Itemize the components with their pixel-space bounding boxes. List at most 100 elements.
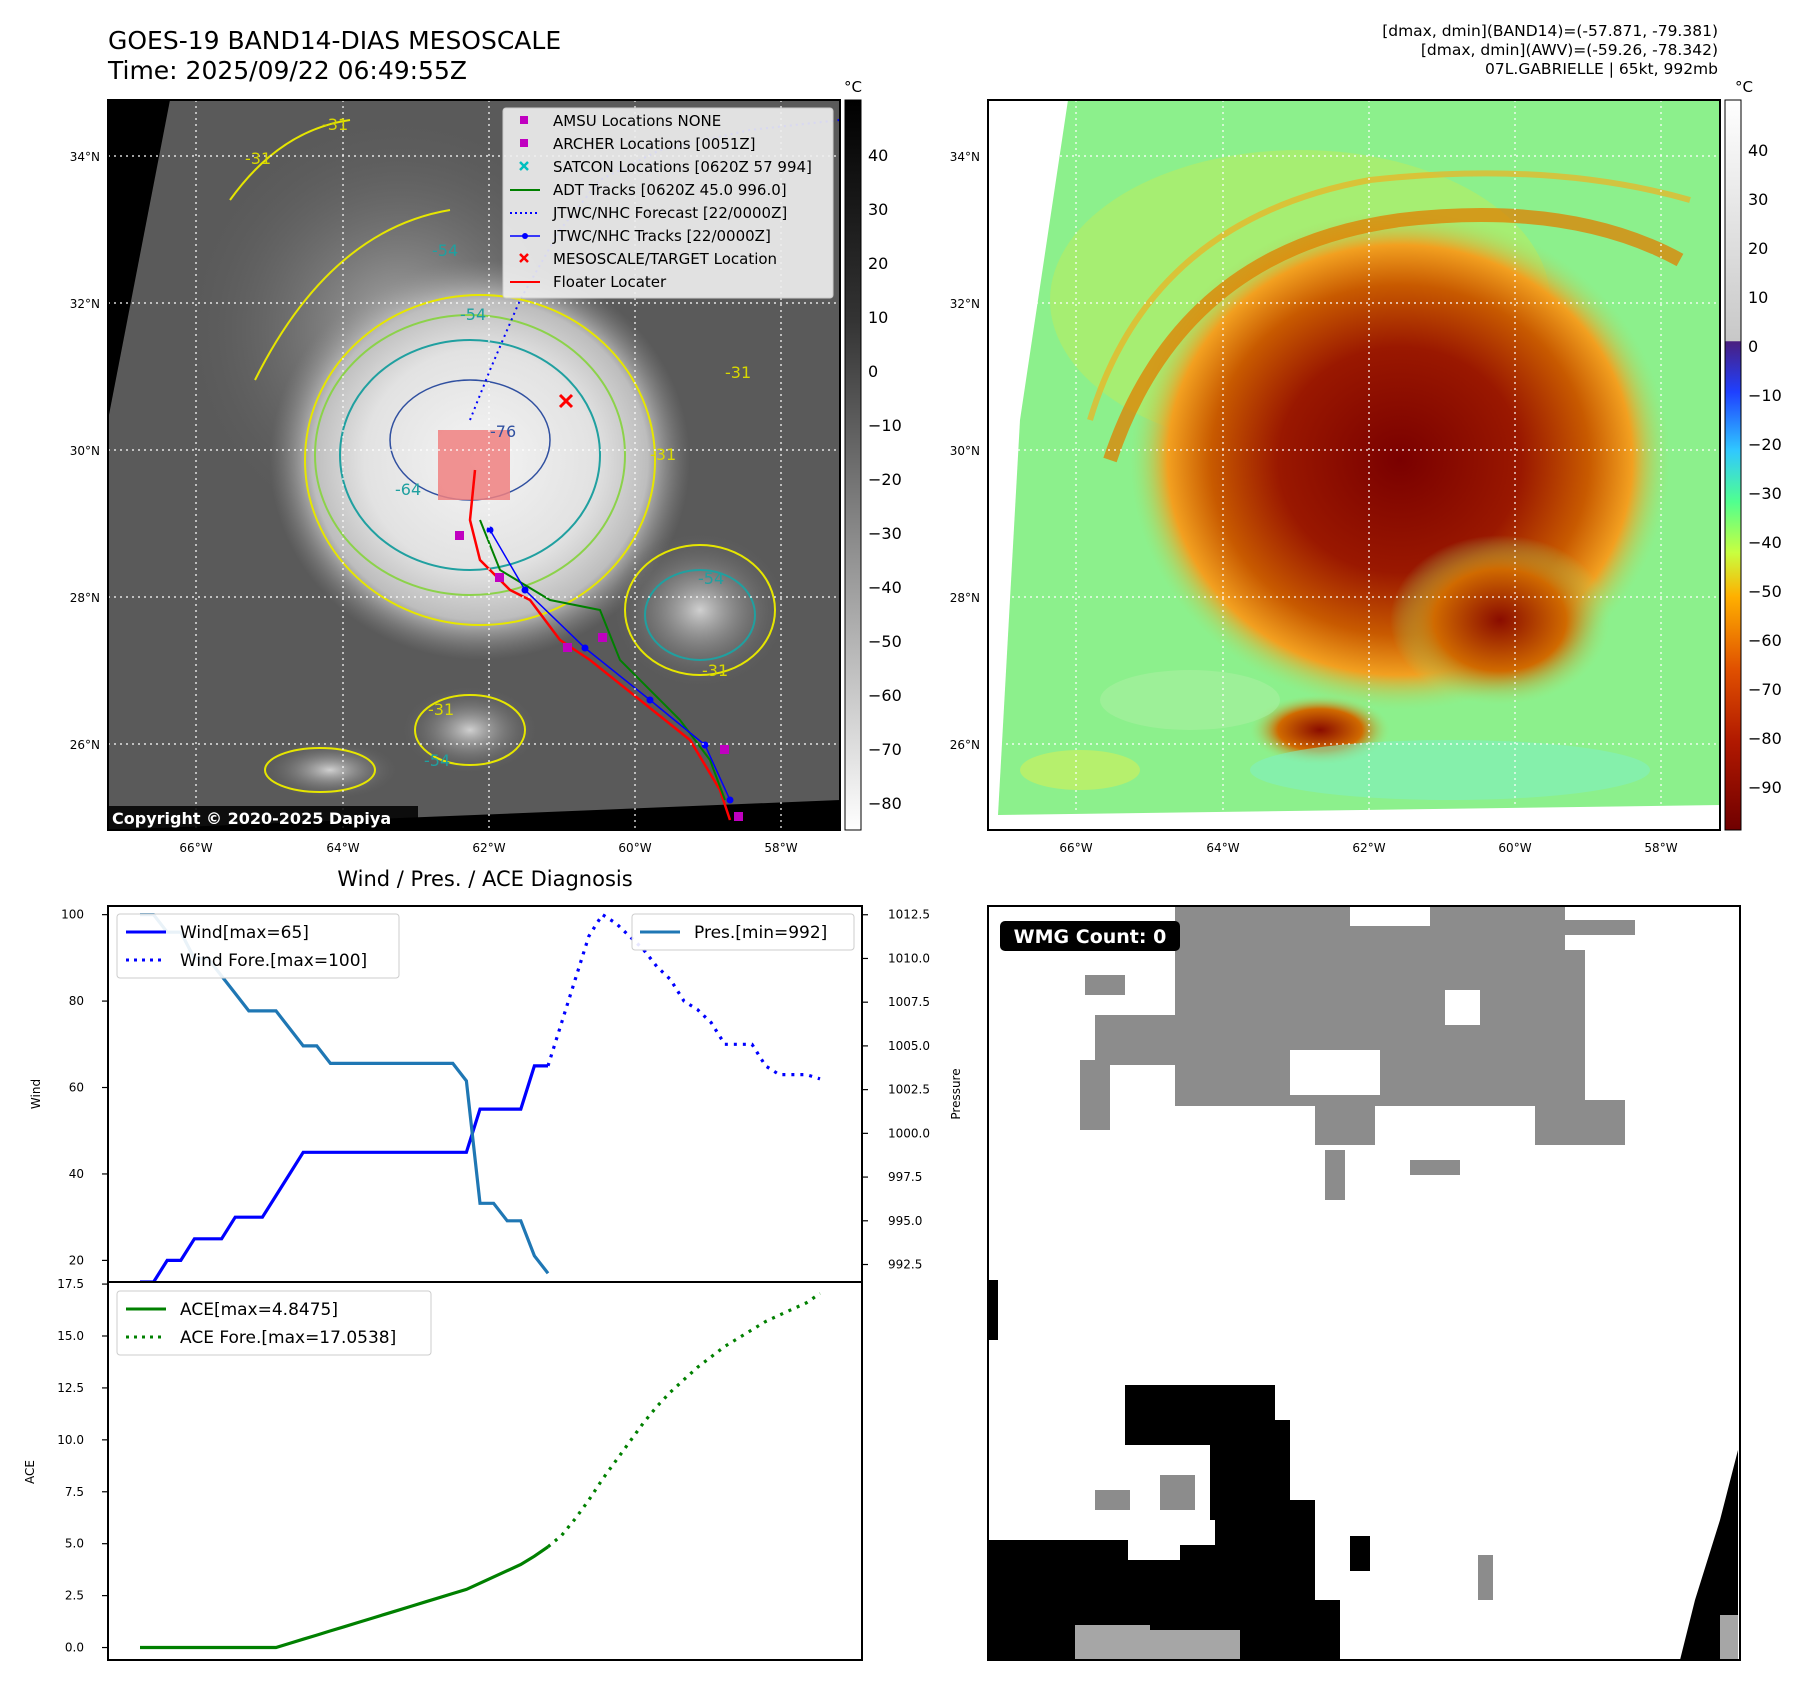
contour-label: -54 (432, 241, 458, 260)
pressure-tick-label: 1010.0 (888, 951, 930, 965)
contour-label: -54 (698, 569, 724, 588)
legend-entry-floater: Floater Locater (553, 273, 667, 291)
cbar-tick: −50 (868, 632, 902, 651)
pressure-tick-label: 995.0 (888, 1214, 922, 1228)
contour-label: -31 (650, 445, 676, 464)
pressure-tick-label: 992.5 (888, 1258, 922, 1272)
wind-tick-label: 80 (69, 994, 84, 1008)
cbar-tick: −60 (1748, 631, 1782, 650)
wind-tick-label: 100 (61, 908, 84, 922)
cbar-tick: −10 (868, 416, 902, 435)
ace-tick-label: 15.0 (57, 1329, 84, 1343)
contour-label: -64 (395, 480, 421, 499)
wind-pressure-chart: Wind / Pres. / ACE Diagnosis 100 80 60 40 20… (29, 867, 963, 1284)
cbar-tick: 0 (1748, 337, 1758, 356)
ace-tick-label: 2.5 (65, 1589, 84, 1603)
wind-axis-ticks: 100 80 60 40 20 (61, 908, 108, 1267)
ace-tick-label: 10.0 (57, 1433, 84, 1447)
awv-axis-ticks: 34°N 32°N 30°N 28°N 26°N 66°W 64°W 62°W … (950, 150, 1678, 855)
ace-tick-label: 0.0 (65, 1641, 84, 1655)
colorbar-ticks: 40 30 20 10 0 −10 −20 −30 −40 −50 −60 −7… (1748, 141, 1782, 797)
pressure-tick-label: 1012.5 (888, 908, 930, 922)
ace-series-line-0 (140, 1545, 549, 1650)
lat-tick: 34°N (950, 150, 980, 164)
lat-tick: 32°N (950, 297, 980, 311)
lon-tick: 60°W (618, 841, 651, 855)
lat-tick: 28°N (70, 591, 100, 605)
legend-entry-tracks: JTWC/NHC Tracks [22/0000Z] (552, 227, 771, 245)
lon-tick: 58°W (764, 841, 797, 855)
cbar-tick: −80 (1748, 729, 1782, 748)
lon-tick: 60°W (1498, 841, 1531, 855)
ir-contour-labels: -31 -31 -31 -31 -31 -31 -54 -54 -54 -54 … (245, 115, 751, 770)
cbar-tick: 10 (868, 308, 888, 327)
ace-tick-label: 5.0 (65, 1537, 84, 1551)
legend-entry-ace-forecast: ACE Fore.[max=17.0538] (180, 1328, 396, 1348)
pressure-axis-label: Pressure (949, 1068, 963, 1119)
cbar-tick: 20 (1748, 239, 1768, 258)
ace-axis-ticks: 17.5 15.0 12.5 10.0 7.5 5.0 2.5 0.0 (57, 1277, 108, 1655)
lon-tick: 64°W (326, 841, 359, 855)
colorbar-unit: °C (844, 78, 862, 96)
contour-label: -31 (245, 149, 271, 168)
legend-entry-adt: ADT Tracks [0620Z 45.0 996.0] (553, 181, 787, 199)
pressure-tick-label: 1007.5 (888, 995, 930, 1009)
wind-tick-label: 20 (69, 1253, 84, 1267)
contour-label: -31 (428, 700, 454, 719)
legend-entry-pressure: Pres.[min=992] (694, 923, 827, 943)
awv-gridlines (988, 100, 1720, 830)
contour-label: -31 (702, 661, 728, 680)
cbar-tick: 40 (868, 146, 888, 165)
lat-tick: 26°N (950, 738, 980, 752)
cbar-tick: −30 (868, 524, 902, 543)
legend-entry-forecast: JTWC/NHC Forecast [22/0000Z] (552, 204, 787, 222)
lat-tick: 30°N (950, 444, 980, 458)
lon-tick: 66°W (179, 841, 212, 855)
cbar-tick: −30 (1748, 484, 1782, 503)
contour-label: -54 (424, 751, 450, 770)
diagnosis-title: Wind / Pres. / ACE Diagnosis (337, 867, 632, 891)
colorbar-unit: °C (1735, 78, 1753, 96)
awv-map-panel: °C 40 30 20 10 0 −10 −20 −30 −40 −50 −60… (950, 78, 1782, 855)
wmg-count-label: WMG Count: 0 (1014, 926, 1167, 948)
lon-tick: 64°W (1206, 841, 1239, 855)
wmg-light-cells (1075, 1615, 1738, 1660)
cbar-tick: −90 (1748, 778, 1782, 797)
legend-entry-ace: ACE[max=4.8475] (180, 1300, 338, 1320)
legend-entry-satcon: SATCON Locations [0620Z 57 994] (553, 158, 812, 176)
copyright-label: Copyright © 2020-2025 Dapiya (112, 809, 391, 828)
contour-label: -31 (322, 115, 348, 134)
cbar-tick: −70 (868, 740, 902, 759)
cbar-tick: 40 (1748, 141, 1768, 160)
lon-tick: 62°W (472, 841, 505, 855)
legend-entry-wind: Wind[max=65] (180, 923, 309, 943)
wmg-panel: WMG Count: 0 (987, 905, 1741, 1661)
wmg-white-holes (1290, 906, 1480, 1095)
legend-entry-archer: ARCHER Locations [0051Z] (553, 135, 756, 153)
lat-tick: 32°N (70, 297, 100, 311)
lon-tick: 62°W (1352, 841, 1385, 855)
wind-tick-label: 40 (69, 1167, 84, 1181)
lat-tick: 26°N (70, 738, 100, 752)
series-line-0 (140, 1064, 548, 1284)
cbar-tick: 30 (868, 200, 888, 219)
cbar-tick: −40 (1748, 533, 1782, 552)
cbar-tick: 30 (1748, 190, 1768, 209)
wind-legend: Wind[max=65] Wind Fore.[max=100] (116, 913, 400, 979)
page-title: GOES-19 BAND14-DIAS MESOSCALE Time: 2025… (108, 26, 562, 85)
awv-colorbar: °C 40 30 20 10 0 −10 −20 −30 −40 −50 −60… (1724, 78, 1782, 831)
contour-label: -31 (725, 363, 751, 382)
colorbar-ticks: 40 30 20 10 0 −10 −20 −30 −40 −50 −60 −7… (868, 146, 902, 813)
ir-map-panel: -31 -31 -31 -31 -31 -31 -54 -54 -54 -54 … (70, 78, 902, 855)
wind-axis-label: Wind (29, 1079, 43, 1109)
pressure-tick-label: 1000.0 (888, 1126, 930, 1140)
lat-tick: 34°N (70, 150, 100, 164)
ir-legend: AMSU Locations NONE ARCHER Locations [00… (502, 107, 834, 299)
ace-chart: 17.5 15.0 12.5 10.0 7.5 5.0 2.5 0.0 ACE ACE[max… (23, 1277, 863, 1661)
pressure-tick-label: 1005.0 (888, 1039, 930, 1053)
contour-label: -76 (490, 422, 516, 441)
ace-lines (140, 1292, 821, 1650)
cbar-tick: 0 (868, 362, 878, 381)
wmg-count-badge (1000, 921, 1180, 951)
cbar-tick: −50 (1748, 582, 1782, 601)
